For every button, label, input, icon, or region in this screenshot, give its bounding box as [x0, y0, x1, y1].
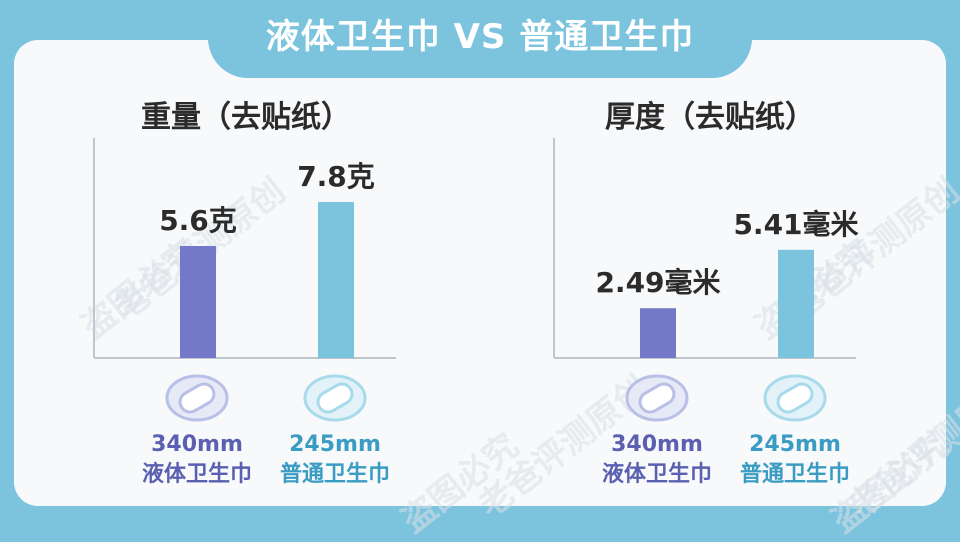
- category-label: 340mm 液体卫生巾: [117, 430, 277, 490]
- page-title: 液体卫生巾 VS 普通卫生巾: [265, 17, 695, 57]
- bar: [318, 202, 354, 358]
- chart-title-weight: 重量（去贴纸）: [141, 100, 351, 135]
- sanitary-pad-icon: [165, 374, 229, 422]
- category-size: 340mm: [611, 432, 703, 457]
- bar: [180, 246, 216, 358]
- category-size: 245mm: [749, 432, 841, 457]
- sanitary-pad-icon: [625, 374, 689, 422]
- sanitary-pad-icon: [303, 374, 367, 422]
- data-label: 5.41毫米: [733, 208, 858, 241]
- bar: [640, 308, 676, 358]
- sanitary-pad-icon: [763, 374, 827, 422]
- data-label: 7.8克: [297, 160, 375, 193]
- category-name: 普通卫生巾: [279, 462, 390, 487]
- category-name: 液体卫生巾: [141, 462, 252, 487]
- category-label: 340mm 液体卫生巾: [577, 430, 737, 490]
- category-name: 液体卫生巾: [601, 462, 712, 487]
- bar-charts: 5.6克 7.8克 2.49毫米 5.41毫米: [93, 138, 859, 359]
- data-label: 2.49毫米: [595, 266, 720, 299]
- category-name: 普通卫生巾: [739, 462, 850, 487]
- title-tab: [208, 0, 752, 78]
- chart-title-thickness: 厚度（去贴纸）: [605, 100, 815, 135]
- category-label: 245mm 普通卫生巾: [255, 430, 415, 490]
- category-size: 340mm: [151, 432, 243, 457]
- data-label: 5.6克: [159, 204, 237, 237]
- category-size: 245mm: [289, 432, 381, 457]
- bar: [778, 249, 814, 358]
- category-label: 245mm 普通卫生巾: [715, 430, 875, 490]
